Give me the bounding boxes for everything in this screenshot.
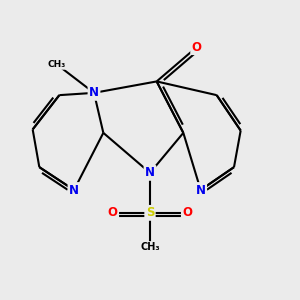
Text: CH₃: CH₃ — [47, 60, 66, 69]
Text: O: O — [182, 206, 192, 219]
Text: N: N — [89, 86, 99, 99]
Text: S: S — [146, 206, 154, 219]
Text: CH₃: CH₃ — [140, 242, 160, 252]
Text: O: O — [108, 206, 118, 219]
Text: N: N — [69, 184, 79, 196]
Text: O: O — [192, 40, 202, 54]
Text: N: N — [196, 184, 206, 196]
Text: N: N — [145, 167, 155, 179]
